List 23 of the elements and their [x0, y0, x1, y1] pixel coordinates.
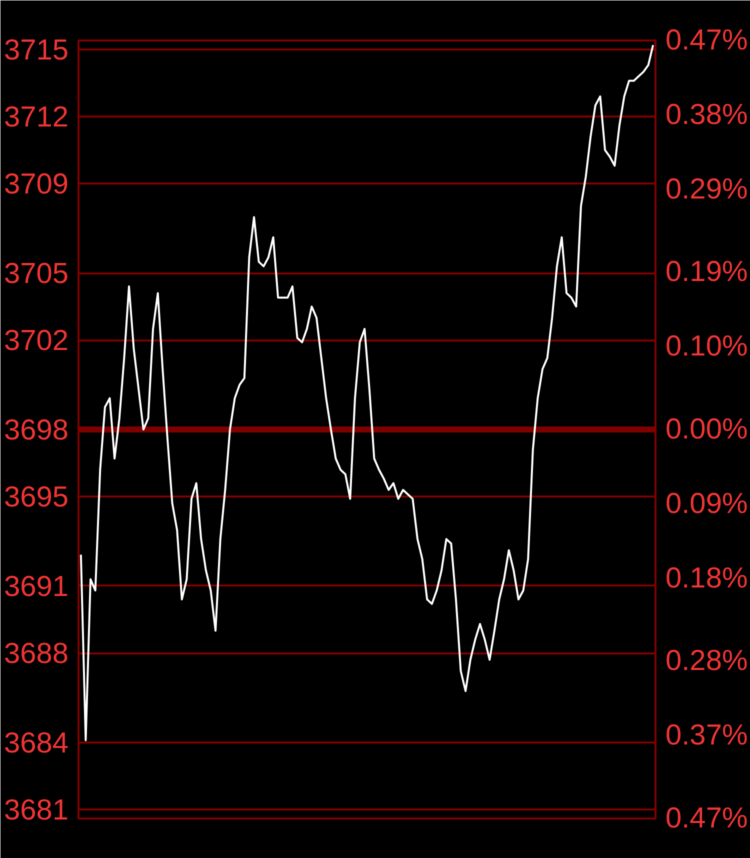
- y-tick-label: 3705: [4, 258, 68, 290]
- y-tick-label: 3691: [4, 570, 68, 603]
- y-tick-label: 3695: [4, 482, 68, 514]
- y2-tick-label: 0.47%: [666, 24, 748, 56]
- y-tick-label: 3688: [4, 638, 68, 670]
- y2-tick-label: 0.29%: [666, 173, 748, 206]
- y2-tick-label: 0.09%: [666, 488, 748, 520]
- y-tick-label: 3715: [4, 34, 68, 66]
- y2-tick-label: 0.47%: [666, 802, 748, 834]
- y2-tick-label: 0.19%: [666, 256, 748, 288]
- y2-tick-label: 0.18%: [666, 562, 748, 594]
- y-tick-label: 3712: [4, 102, 68, 134]
- y-tick-label: 3681: [4, 794, 68, 827]
- y2-tick-label: 0.37%: [666, 720, 748, 752]
- y-tick-label: 3709: [4, 168, 68, 201]
- y2-tick-label: 0.28%: [666, 645, 748, 678]
- y-tick-label: 3698: [4, 414, 68, 446]
- y-tick-label: 3702: [4, 325, 68, 358]
- y2-tick-label: 0.00%: [666, 414, 748, 446]
- y2-tick-label: 0.38%: [666, 98, 748, 131]
- y-tick-label: 3684: [4, 727, 68, 760]
- y2-tick-label: 0.10%: [666, 330, 748, 363]
- line-series: [80, 44, 654, 742]
